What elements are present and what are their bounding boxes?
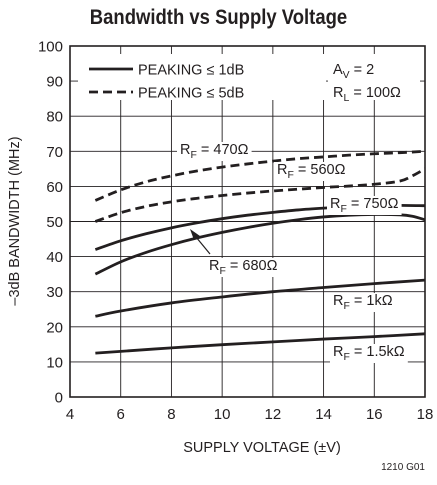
condition-label: AV = 2 [333,62,374,81]
series-label-0: RF = 470Ω [177,142,252,161]
figure-id: 1210 G01 [381,462,425,473]
data-series [94,149,426,355]
legend-label: PEAKING ≤ 5dB [138,86,244,102]
svg-text:RF = 750Ω: RF = 750Ω [330,196,399,215]
series-label-1: RF = 560Ω [274,162,349,181]
x-tick-label: 8 [167,406,175,423]
y-tick-label: 20 [46,319,63,336]
series-label-4: RF = 1kΩ [330,293,396,312]
x-tick-label: 10 [214,406,231,423]
y-tick-label: 10 [46,354,63,371]
series-line-5 [95,332,426,355]
y-tick-label: 90 [46,74,63,91]
y-axis-title: –3dB BANDWIDTH (MHz) [7,136,23,305]
svg-text:RF = 1.5kΩ: RF = 1.5kΩ [333,344,405,363]
legend: PEAKING ≤ 1dB PEAKING ≤ 5dB AV = 2 RL = 100… [78,54,420,104]
series-line-1 [94,167,426,223]
x-tick-label: 12 [265,406,282,423]
x-tick-label: 16 [366,406,383,423]
svg-text:RF = 470Ω: RF = 470Ω [180,142,249,161]
y-tick-label: 30 [46,284,63,301]
label-pointer-arrowhead [190,229,200,240]
svg-text:RF = 560Ω: RF = 560Ω [277,162,346,181]
chart-title: Bandwidth vs Supply Voltage [89,6,348,29]
x-tick-label: 18 [417,406,434,423]
series-label-3: RF = 680Ω [206,258,281,277]
x-axis-title: SUPPLY VOLTAGE (±V) [183,440,341,456]
series-label-5: RF = 1.5kΩ [330,344,408,363]
svg-text:RF = 1kΩ: RF = 1kΩ [333,293,393,312]
series-line-4 [95,278,426,318]
y-tick-label: 0 [55,390,63,407]
series-label-2: RF = 750Ω [327,196,402,215]
y-tick-label: 60 [46,179,63,196]
label-pointer-line [195,236,211,255]
y-tick-label: 40 [46,249,63,266]
y-tick-label: 70 [46,144,63,161]
plot-frame [69,45,426,398]
x-tick-label: 6 [117,406,125,423]
conditions-background [328,54,420,100]
axis-ticks: 0 10 20 30 40 50 60 70 80 90 100 4 6 8 10 12 14 16 18 [38,39,433,424]
x-tick-label: 14 [315,406,332,423]
y-tick-label: 50 [46,214,63,231]
y-tick-label: 100 [38,39,63,56]
series-labels: RF = 470Ω RF = 560Ω RF = 750Ω RF = 680Ω RF =… [177,142,408,363]
condition-label: RL = 100Ω [333,85,401,104]
series-line-0 [94,149,426,202]
svg-text:RF = 680Ω: RF = 680Ω [209,258,278,277]
svg-text:RL = 100Ω: RL = 100Ω [333,85,401,104]
y-tick-label: 80 [46,109,63,126]
svg-text:AV = 2: AV = 2 [333,62,374,81]
x-tick-label: 4 [66,406,74,423]
legend-label: PEAKING ≤ 1dB [138,63,244,79]
